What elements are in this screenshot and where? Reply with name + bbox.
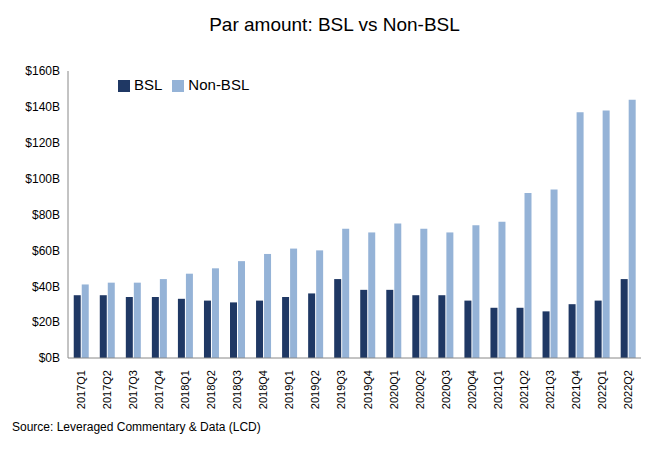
svg-text:$20B: $20B — [32, 315, 60, 329]
svg-text:2020Q2: 2020Q2 — [414, 370, 426, 409]
svg-text:$60B: $60B — [32, 244, 60, 258]
svg-text:2021Q3: 2021Q3 — [544, 370, 556, 409]
svg-text:2020Q3: 2020Q3 — [440, 370, 452, 409]
html-text:Par amount: BSL vs Non-BSL: Par amount: BSL vs Non-BSL — [209, 14, 460, 35]
svg-text:2017Q3: 2017Q3 — [127, 370, 139, 409]
svg-text:2018Q1: 2018Q1 — [179, 370, 191, 409]
svg-text:2019Q4: 2019Q4 — [362, 370, 374, 409]
svg-text:2020Q4: 2020Q4 — [466, 370, 478, 409]
svg-text:2017Q1: 2017Q1 — [75, 370, 87, 409]
svg-text:2017Q2: 2017Q2 — [101, 370, 113, 409]
svg-text:$40B: $40B — [32, 280, 60, 294]
svg-text:$120B: $120B — [25, 136, 60, 150]
svg-text:2019Q2: 2019Q2 — [309, 370, 321, 409]
svg-text:$160B: $160B — [25, 64, 60, 78]
svg-text:2022Q1: 2022Q1 — [596, 370, 608, 409]
svg-text:2017Q4: 2017Q4 — [153, 370, 165, 409]
html-text:Non-BSL: Non-BSL — [188, 76, 250, 93]
svg-text:2021Q4: 2021Q4 — [570, 370, 582, 409]
svg-text:2019Q3: 2019Q3 — [335, 370, 347, 409]
svg-text:$0B: $0B — [39, 351, 60, 365]
svg-text:$80B: $80B — [32, 208, 60, 222]
svg-text:$100B: $100B — [25, 172, 60, 186]
svg-text:2018Q3: 2018Q3 — [231, 370, 243, 409]
svg-text:2021Q2: 2021Q2 — [518, 370, 530, 409]
html-text:BSL: BSL — [134, 76, 163, 93]
svg-text:$140B: $140B — [25, 100, 60, 114]
html-text:Source: Leveraged Commentary &: Source: Leveraged Commentary & Data (LCD… — [12, 420, 261, 434]
svg-text:2018Q4: 2018Q4 — [257, 370, 269, 409]
svg-text:2019Q1: 2019Q1 — [283, 370, 295, 409]
svg-text:2020Q1: 2020Q1 — [388, 370, 400, 409]
svg-text:2021Q1: 2021Q1 — [492, 370, 504, 409]
svg-text:2018Q2: 2018Q2 — [205, 370, 217, 409]
svg-text:2022Q2: 2022Q2 — [622, 370, 634, 409]
